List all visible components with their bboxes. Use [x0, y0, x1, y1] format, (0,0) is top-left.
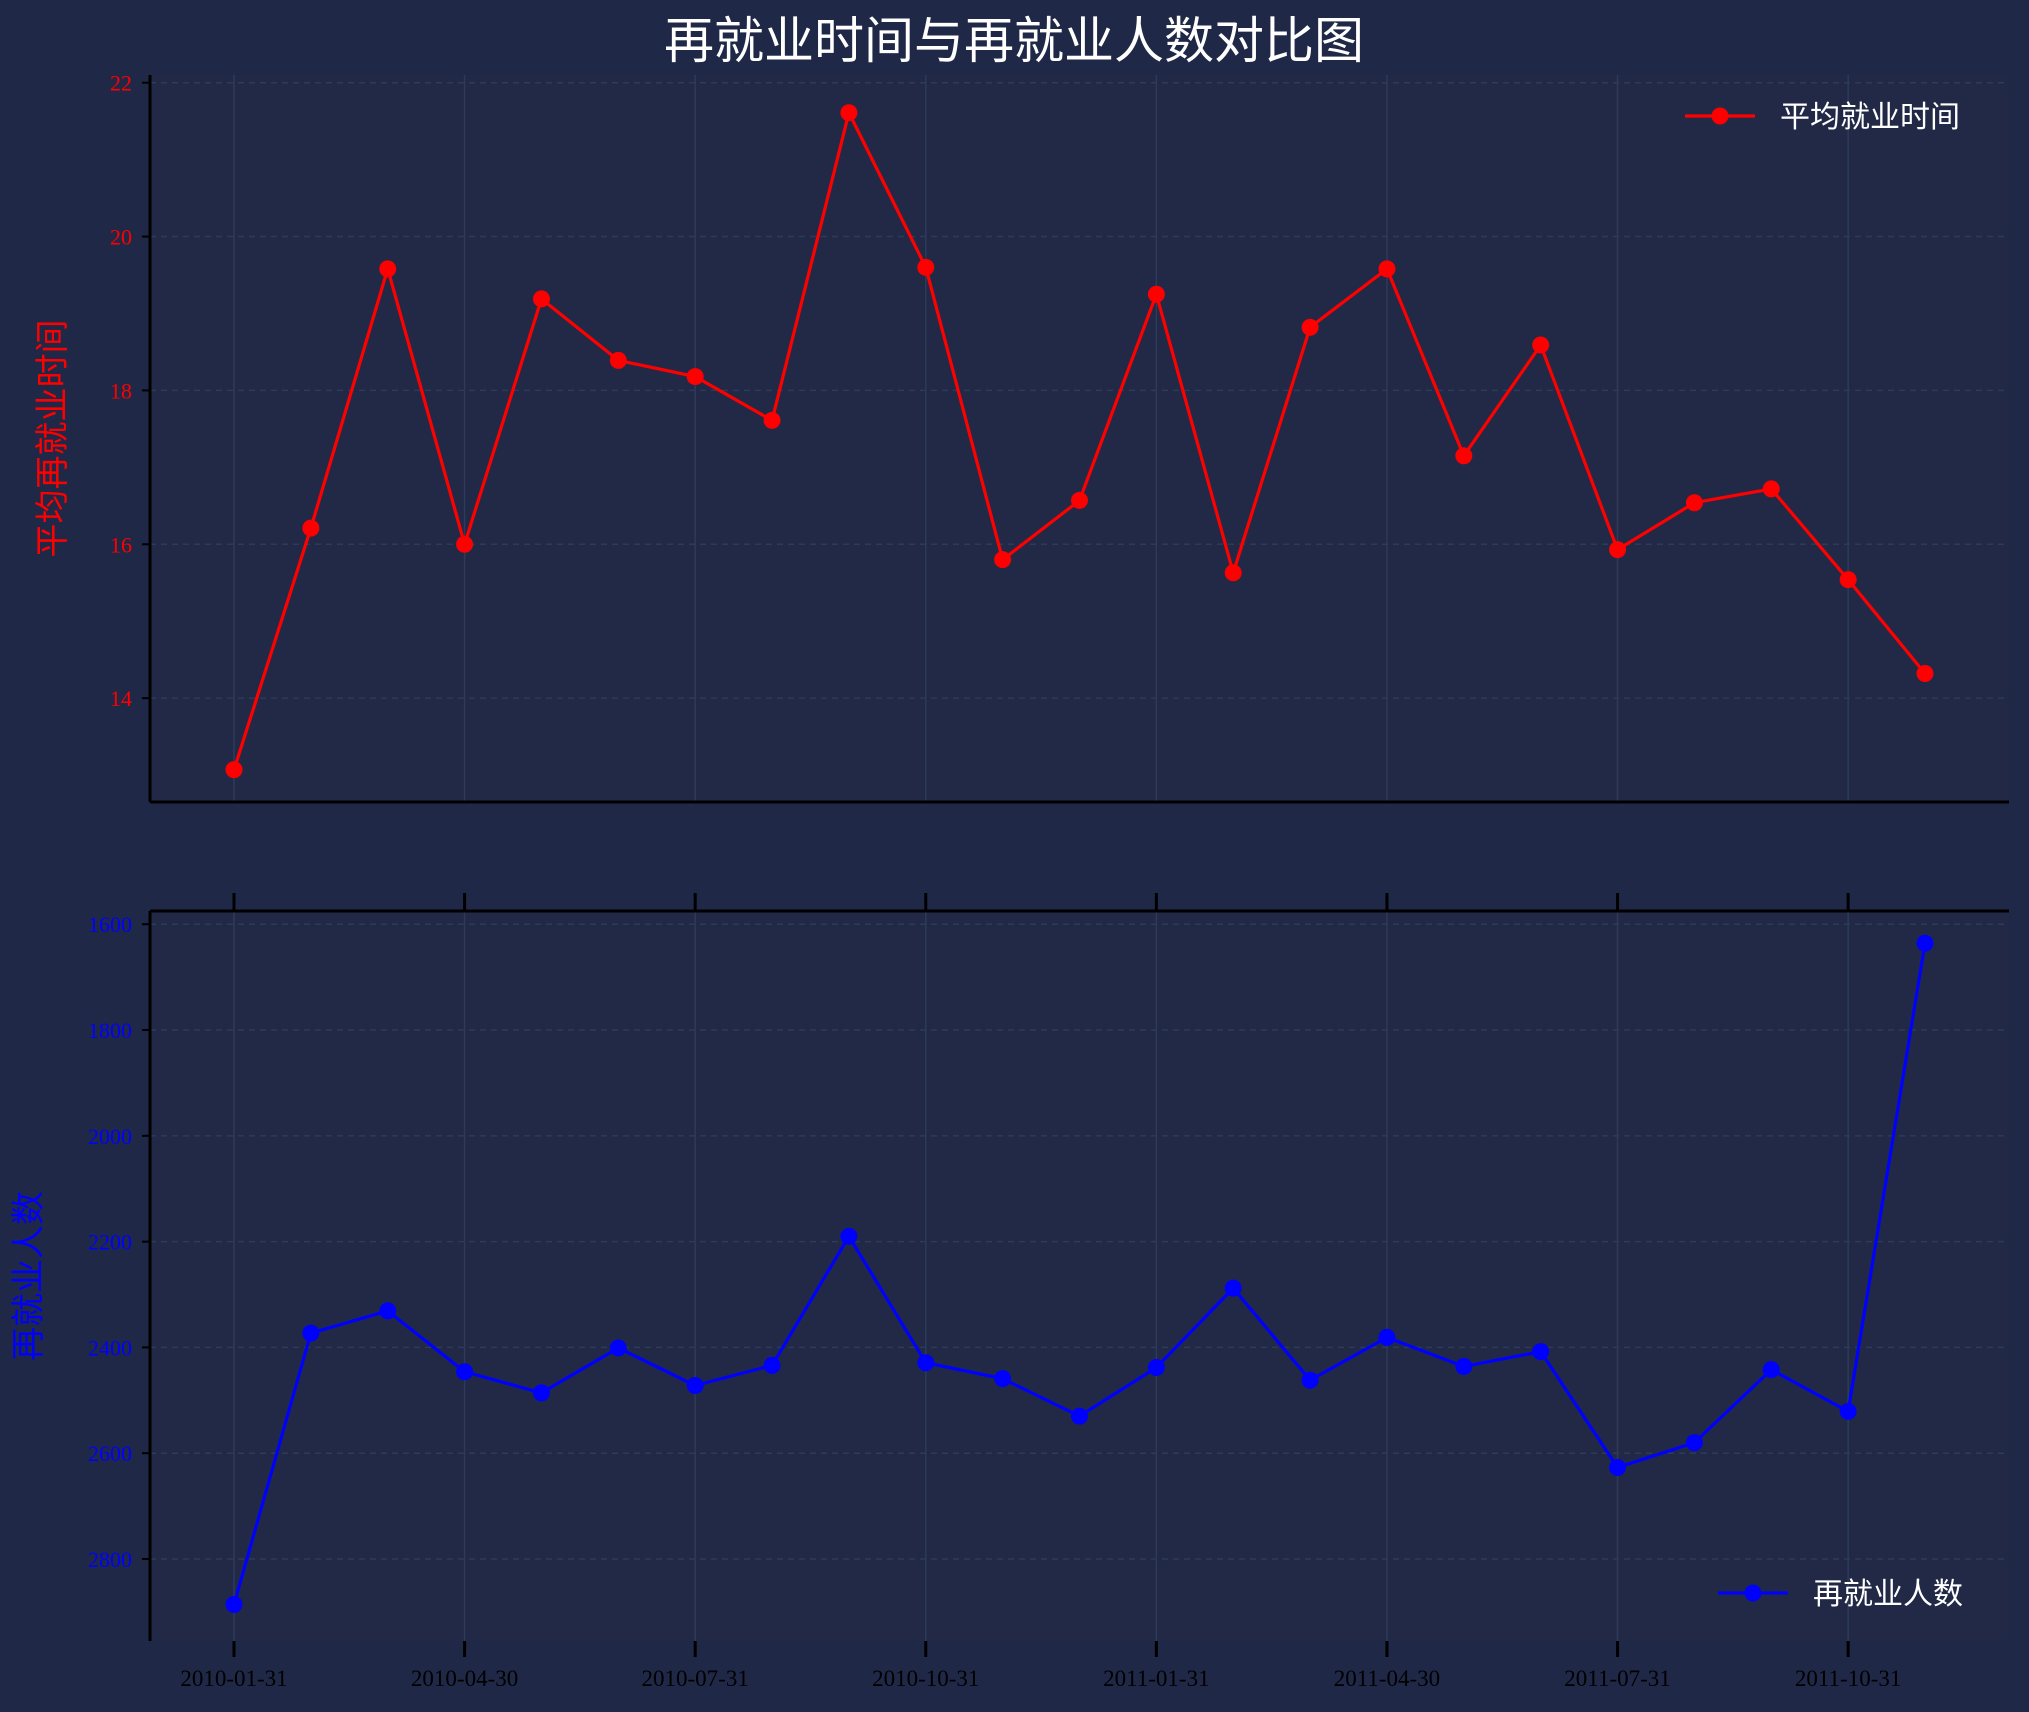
top-data-point — [456, 536, 473, 553]
top-data-point — [1302, 319, 1319, 336]
bottom-y-tick-label: 2600 — [88, 1441, 132, 1466]
bottom-data-point — [226, 1596, 243, 1613]
panel-average-reemployment-time: 14 16 18 20 22 平均再就业时间 平均就业时间 — [33, 71, 2009, 802]
top-data-point — [1378, 260, 1395, 277]
top-y-tick-label: 20 — [110, 225, 132, 250]
bottom-y-tick-label: 2000 — [88, 1124, 132, 1149]
top-data-point — [610, 352, 627, 369]
x-tick-label: 2010-10-31 — [872, 1666, 979, 1691]
top-y-tick-label: 16 — [110, 532, 132, 557]
top-data-point — [1148, 286, 1165, 303]
top-data-point — [764, 412, 781, 429]
top-y-tick-label: 14 — [110, 686, 132, 711]
panel-reemployment-count: 1600 1800 2000 2200 2400 2600 2800 2010-01-31 20… — [9, 893, 2009, 1691]
bottom-data-point — [1071, 1408, 1088, 1425]
bottom-data-point — [533, 1384, 550, 1401]
x-tick-label: 2010-01-31 — [180, 1666, 287, 1691]
top-data-point — [917, 259, 934, 276]
bottom-data-point — [1763, 1361, 1780, 1378]
bottom-y-tick-label: 2800 — [88, 1547, 132, 1572]
bottom-y-tick-label: 2200 — [88, 1230, 132, 1255]
top-data-point — [840, 104, 857, 121]
top-data-point — [994, 551, 1011, 568]
top-legend-label: 平均就业时间 — [1780, 100, 1960, 135]
x-tick-label: 2011-07-31 — [1564, 1666, 1670, 1691]
bottom-data-point — [840, 1228, 857, 1245]
bottom-plot-area — [150, 911, 2009, 1641]
bottom-data-point — [456, 1363, 473, 1380]
bottom-data-point — [1840, 1403, 1857, 1420]
top-data-point — [379, 260, 396, 277]
bottom-data-point — [1917, 935, 1934, 952]
bottom-data-point — [1455, 1358, 1472, 1375]
bottom-data-point — [1302, 1372, 1319, 1389]
top-y-tick-label: 18 — [110, 378, 132, 403]
top-data-point — [1532, 337, 1549, 354]
bottom-data-point — [994, 1370, 1011, 1387]
top-data-point — [687, 368, 704, 385]
top-data-point — [226, 761, 243, 778]
bottom-y-axis-label: 再就业人数 — [9, 1191, 49, 1361]
top-plot-area — [150, 75, 2009, 802]
bottom-data-point — [1148, 1359, 1165, 1376]
bottom-y-tick-label: 1600 — [88, 912, 132, 937]
top-data-point — [1071, 492, 1088, 509]
top-data-point — [302, 520, 319, 537]
bottom-data-point — [610, 1339, 627, 1356]
x-tick-label: 2011-01-31 — [1103, 1666, 1209, 1691]
top-data-point — [1840, 571, 1857, 588]
bottom-y-tick-label: 2400 — [88, 1335, 132, 1360]
bottom-data-point — [1609, 1459, 1626, 1476]
top-legend-marker — [1712, 108, 1729, 125]
top-data-point — [1686, 494, 1703, 511]
bottom-data-point — [1378, 1329, 1395, 1346]
chart-title: 再就业时间与再就业人数对比图 — [664, 12, 1364, 70]
bottom-data-point — [302, 1325, 319, 1342]
bottom-data-point — [1686, 1434, 1703, 1451]
top-data-point — [1763, 480, 1780, 497]
x-tick-label: 2011-04-30 — [1334, 1666, 1440, 1691]
bottom-legend-marker — [1745, 1585, 1762, 1602]
bottom-y-tick-label: 1800 — [88, 1018, 132, 1043]
top-data-point — [1455, 447, 1472, 464]
top-y-tick-label: 22 — [110, 71, 132, 96]
top-data-point — [1917, 665, 1934, 682]
bottom-data-point — [1225, 1280, 1242, 1297]
bottom-legend-label: 再就业人数 — [1813, 1577, 1963, 1612]
top-y-axis-label: 平均再就业时间 — [33, 320, 73, 558]
top-data-point — [533, 290, 550, 307]
bottom-data-point — [1532, 1343, 1549, 1360]
bottom-data-point — [379, 1302, 396, 1319]
x-tick-label: 2010-07-31 — [642, 1666, 749, 1691]
x-tick-label: 2010-04-30 — [411, 1666, 518, 1691]
bottom-data-point — [764, 1357, 781, 1374]
top-data-point — [1225, 564, 1242, 581]
x-tick-label: 2011-10-31 — [1795, 1666, 1901, 1691]
bottom-data-point — [917, 1354, 934, 1371]
top-data-point — [1609, 541, 1626, 558]
bottom-data-point — [687, 1377, 704, 1394]
